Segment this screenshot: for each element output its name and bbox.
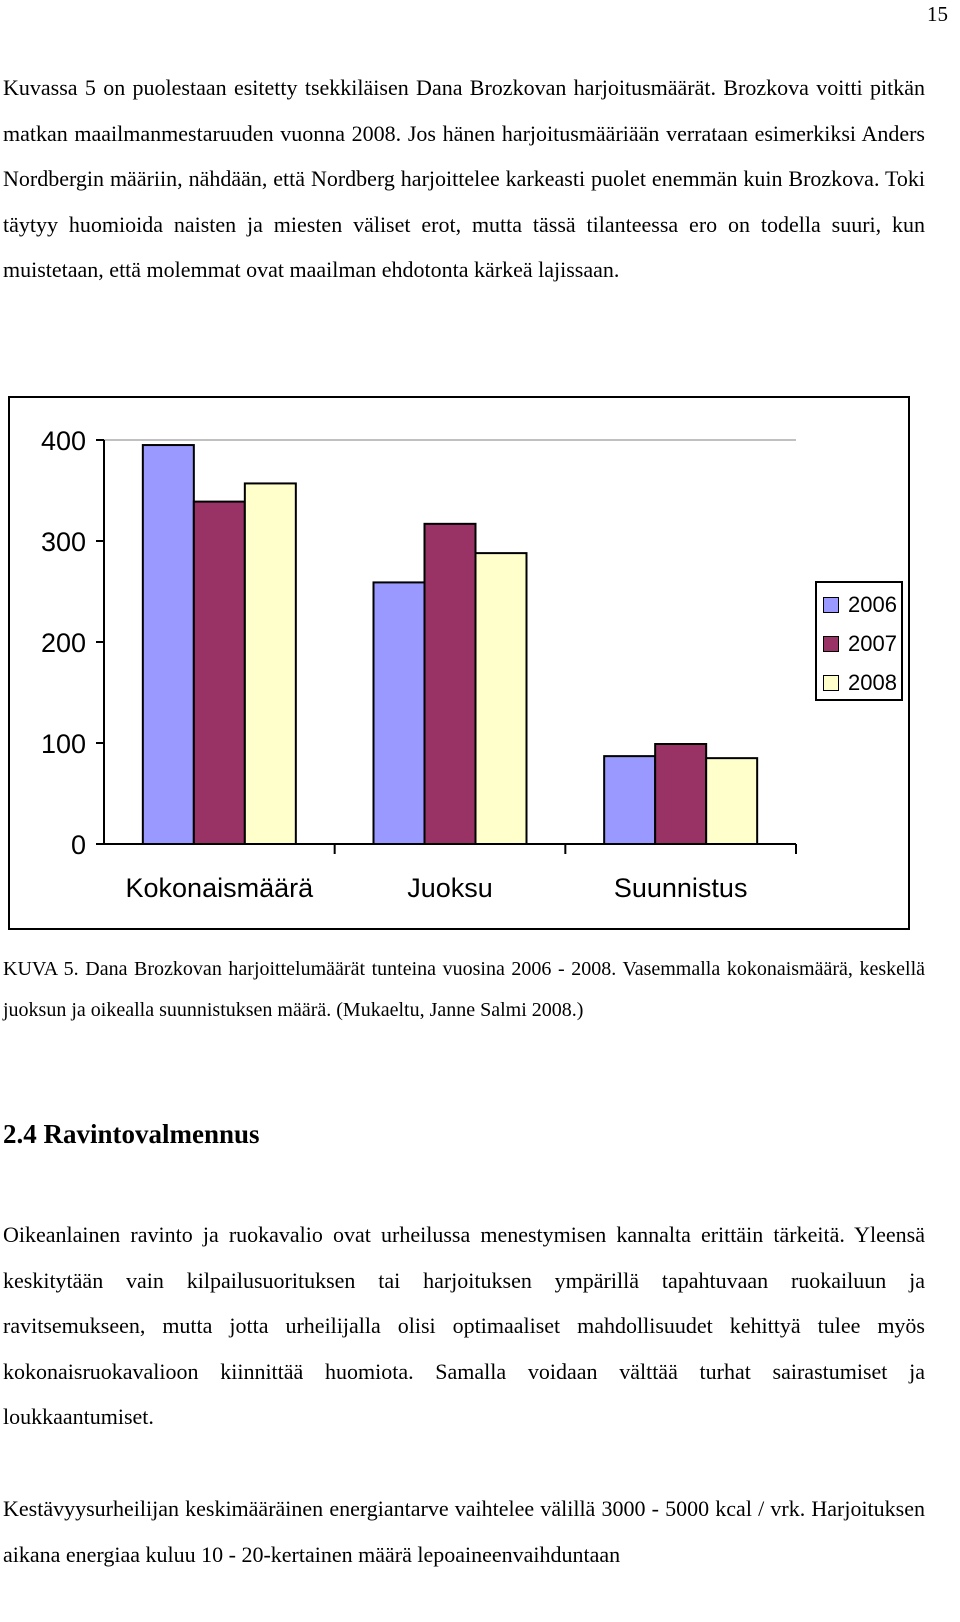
bar [423,522,477,846]
legend-label-2008: 2008 [848,670,897,695]
bar-chart: 0 100 200 300 400 Kokonaismäärä Juoksu Suunnist… [41,426,797,903]
intro-paragraph: Kuvassa 5 on puolestaan esitetty tsekkil… [3,75,925,282]
y-tick-label: 200 [41,628,86,658]
chart-legend: 2006 2007 2008 [815,581,903,701]
y-tick-label: 100 [41,729,86,759]
x-category-label: Kokonaismäärä [126,873,315,903]
legend-swatch-2008 [823,675,839,691]
y-tick-label: 0 [71,830,86,860]
legend-label-2006: 2006 [848,592,897,617]
bar [372,581,426,845]
bar [705,757,759,846]
y-tick-label: 300 [41,527,86,557]
section-heading: 2.4 Ravintovalmennus [3,1119,260,1149]
legend-label-2007: 2007 [848,631,897,656]
page-number: 15 [927,2,948,26]
legend-item-2006: 2006 [823,592,897,617]
legend-item-2008: 2008 [823,670,897,695]
bar [192,500,246,845]
x-category-label: Juoksu [407,873,493,903]
legend-swatch-2006 [823,597,839,613]
energy-paragraph: Kestävyysurheilijan keskimääräinen energ… [3,1496,925,1567]
bar [141,444,195,845]
y-tick-label: 400 [41,426,86,456]
bar [654,743,708,846]
bar [243,482,297,845]
chart-frame [8,396,910,930]
nutrition-paragraph: Oikeanlainen ravinto ja ruokavalio ovat … [3,1222,925,1429]
x-category-label: Suunnistus [614,873,748,903]
bar [474,552,528,845]
bar [603,755,657,846]
legend-item-2007: 2007 [823,631,897,656]
figure-caption: KUVA 5. Dana Brozkovan harjoittelumäärät… [3,958,925,1021]
legend-swatch-2007 [823,636,839,652]
